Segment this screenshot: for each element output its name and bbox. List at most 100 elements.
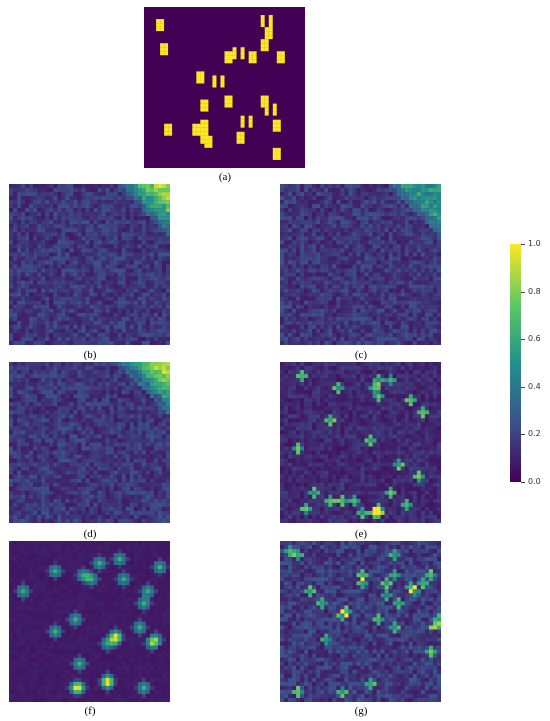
heatmap-cell (184, 127, 189, 132)
heatmap-cell (125, 260, 130, 265)
heatmap-cell (388, 324, 393, 329)
heatmap-cell (29, 312, 34, 317)
heatmap-cell (93, 374, 98, 379)
heatmap-cell (109, 366, 114, 371)
heatmap-cell (141, 236, 146, 241)
heatmap-cell (384, 332, 389, 338)
heatmap-cell (348, 280, 353, 285)
heatmap-cell (192, 111, 197, 116)
heatmap-cell (105, 362, 110, 367)
heatmap-cell (37, 208, 42, 213)
heatmap-cell (292, 288, 297, 293)
heatmap-cell (161, 188, 167, 193)
heatmap-cell (384, 248, 389, 253)
heatmap-cell (9, 244, 14, 249)
heatmap-cell (416, 288, 421, 293)
heatmap-cell (161, 268, 167, 273)
heatmap-cell (432, 240, 438, 245)
heatmap-cell (228, 47, 233, 52)
heatmap-cell (404, 276, 409, 281)
heatmap-cell (340, 208, 345, 213)
heatmap-cell (153, 300, 159, 305)
heatmap-cell (380, 192, 385, 197)
heatmap-cell (53, 312, 58, 317)
heatmap-cell (252, 63, 257, 68)
heatmap-cell (284, 200, 289, 205)
heatmap-cell (312, 252, 317, 257)
heatmap-cell (300, 284, 305, 289)
heatmap-cell (308, 264, 313, 269)
heatmap-cell (105, 370, 110, 375)
heatmap-cell (264, 147, 269, 152)
heatmap-cell (73, 208, 78, 213)
heatmap-cell (256, 135, 261, 140)
heatmap-cell (388, 260, 393, 265)
heatmap-cell (117, 208, 122, 213)
heatmap-cell (436, 280, 441, 285)
heatmap-cell (29, 332, 34, 338)
heatmap-cell (240, 43, 245, 48)
heatmap-cell (129, 320, 134, 325)
heatmap-cell (312, 340, 317, 345)
heatmap-cell (236, 43, 241, 48)
heatmap-cell (316, 184, 321, 189)
heatmap-cell (9, 204, 14, 209)
heatmap-cell (33, 244, 38, 249)
heatmap-cell (344, 332, 349, 338)
heatmap-cell (37, 192, 42, 197)
heatmap-cell (93, 316, 98, 321)
heatmap-cell (288, 59, 294, 64)
heatmap-cell (9, 224, 14, 229)
heatmap-cell (416, 292, 421, 297)
heatmap-cell (161, 200, 167, 205)
heatmap-cell (89, 312, 94, 317)
heatmap-cell (141, 316, 146, 321)
heatmap-cell (348, 304, 353, 309)
heatmap-cell (49, 212, 54, 217)
heatmap-cell (61, 292, 66, 297)
heatmap-cell (256, 111, 261, 116)
heatmap-cell (133, 220, 138, 225)
heatmap-cell (368, 340, 373, 345)
heatmap-cell (69, 336, 74, 342)
heatmap-cell (49, 192, 54, 197)
heatmap-cell (280, 320, 285, 325)
heatmap-cell (9, 366, 14, 371)
heatmap-cell (336, 288, 341, 293)
heatmap-cell (316, 216, 321, 221)
heatmap-cell (180, 11, 185, 16)
heatmap-cell (436, 284, 441, 289)
heatmap-cell (252, 55, 257, 60)
heatmap-cell (320, 240, 325, 245)
heatmap-cell (180, 35, 185, 40)
heatmap-cell (9, 320, 14, 325)
heatmap-cell (81, 244, 86, 249)
heatmap-cell (352, 196, 357, 201)
heatmap-cell (85, 288, 90, 293)
heatmap-cell (117, 340, 122, 345)
heatmap-cell (296, 139, 302, 144)
heatmap-cell (384, 200, 389, 205)
heatmap-cell (21, 256, 26, 261)
heatmap-cell (152, 87, 157, 92)
heatmap-cell (41, 304, 46, 309)
heatmap-cell (192, 79, 197, 84)
heatmap-cell (17, 228, 22, 233)
heatmap-cell (216, 75, 221, 80)
heatmap-cell (252, 155, 257, 161)
heatmap-cell (300, 224, 305, 229)
heatmap-cell (188, 163, 193, 168)
heatmap-cell (424, 200, 430, 205)
heatmap-cell (272, 159, 277, 165)
heatmap-cell (33, 272, 38, 277)
heatmap-cell (288, 276, 293, 281)
heatmap-cell (156, 95, 161, 100)
heatmap-cell (17, 248, 22, 253)
heatmap-cell (416, 212, 421, 217)
heatmap-cell (196, 63, 201, 68)
heatmap-cell (420, 268, 425, 273)
heatmap-cell (364, 324, 369, 329)
heatmap-cell (176, 55, 181, 60)
heatmap-cell (105, 200, 110, 205)
heatmap-cell (45, 340, 50, 345)
